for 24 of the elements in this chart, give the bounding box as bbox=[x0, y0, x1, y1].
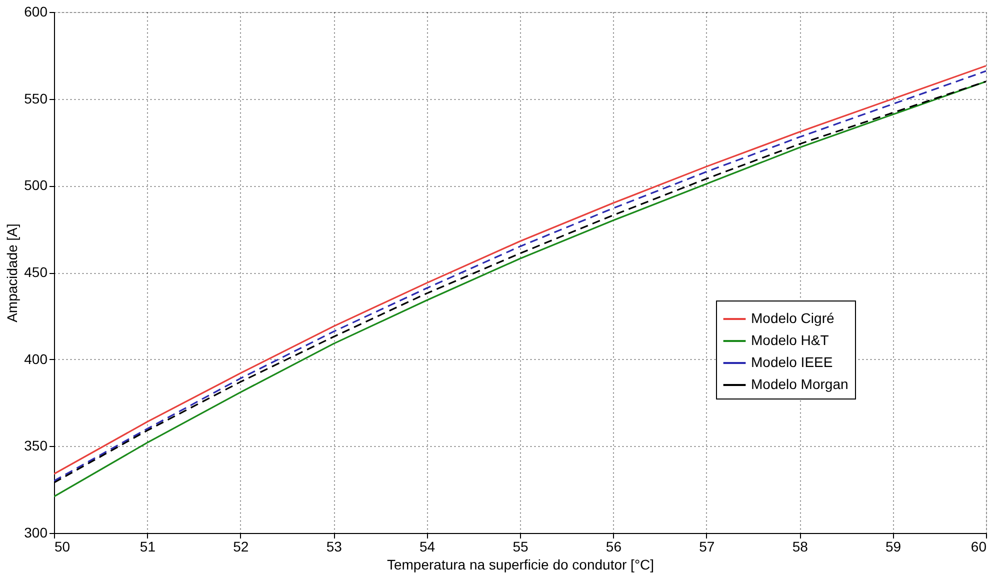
y-tick-label: 300 bbox=[24, 524, 48, 540]
legend-label: Modelo H&T bbox=[751, 332, 830, 348]
legend-label: Modelo Morgan bbox=[751, 376, 848, 392]
legend-label: Modelo Cigré bbox=[751, 310, 834, 326]
legend-label: Modelo IEEE bbox=[751, 354, 833, 370]
x-tick-label: 52 bbox=[233, 538, 249, 554]
y-tick-label: 600 bbox=[24, 4, 48, 20]
x-tick-label: 56 bbox=[606, 538, 622, 554]
y-axis-title: Ampacidade [A] bbox=[4, 224, 20, 322]
x-tick-label: 51 bbox=[140, 538, 156, 554]
x-tick-label: 57 bbox=[699, 538, 715, 554]
x-tick-label: 55 bbox=[512, 538, 528, 554]
y-tick-label: 400 bbox=[24, 350, 48, 367]
x-tick-label: 60 bbox=[970, 538, 987, 554]
y-tick-label: 550 bbox=[24, 90, 48, 106]
x-tick-label: 54 bbox=[420, 538, 436, 554]
x-tick-label: 53 bbox=[326, 538, 342, 554]
x-axis-title: Temperatura na superficie do condutor [°C] bbox=[386, 556, 654, 572]
y-tick-label: 500 bbox=[24, 177, 48, 194]
y-tick-label: 450 bbox=[24, 264, 48, 280]
x-tick-label: 50 bbox=[54, 538, 70, 554]
x-tick-label: 58 bbox=[792, 538, 808, 554]
y-tick-label: 350 bbox=[24, 438, 48, 454]
x-tick-label: 59 bbox=[886, 538, 902, 554]
